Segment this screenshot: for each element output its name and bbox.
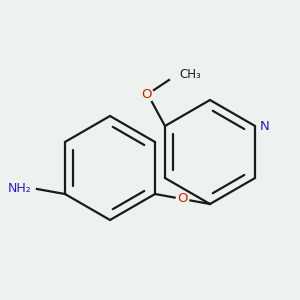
Text: O: O — [177, 193, 188, 206]
Text: CH₃: CH₃ — [179, 68, 201, 80]
Text: O: O — [142, 88, 152, 100]
Text: NH₂: NH₂ — [8, 182, 32, 196]
Text: N: N — [260, 119, 270, 133]
